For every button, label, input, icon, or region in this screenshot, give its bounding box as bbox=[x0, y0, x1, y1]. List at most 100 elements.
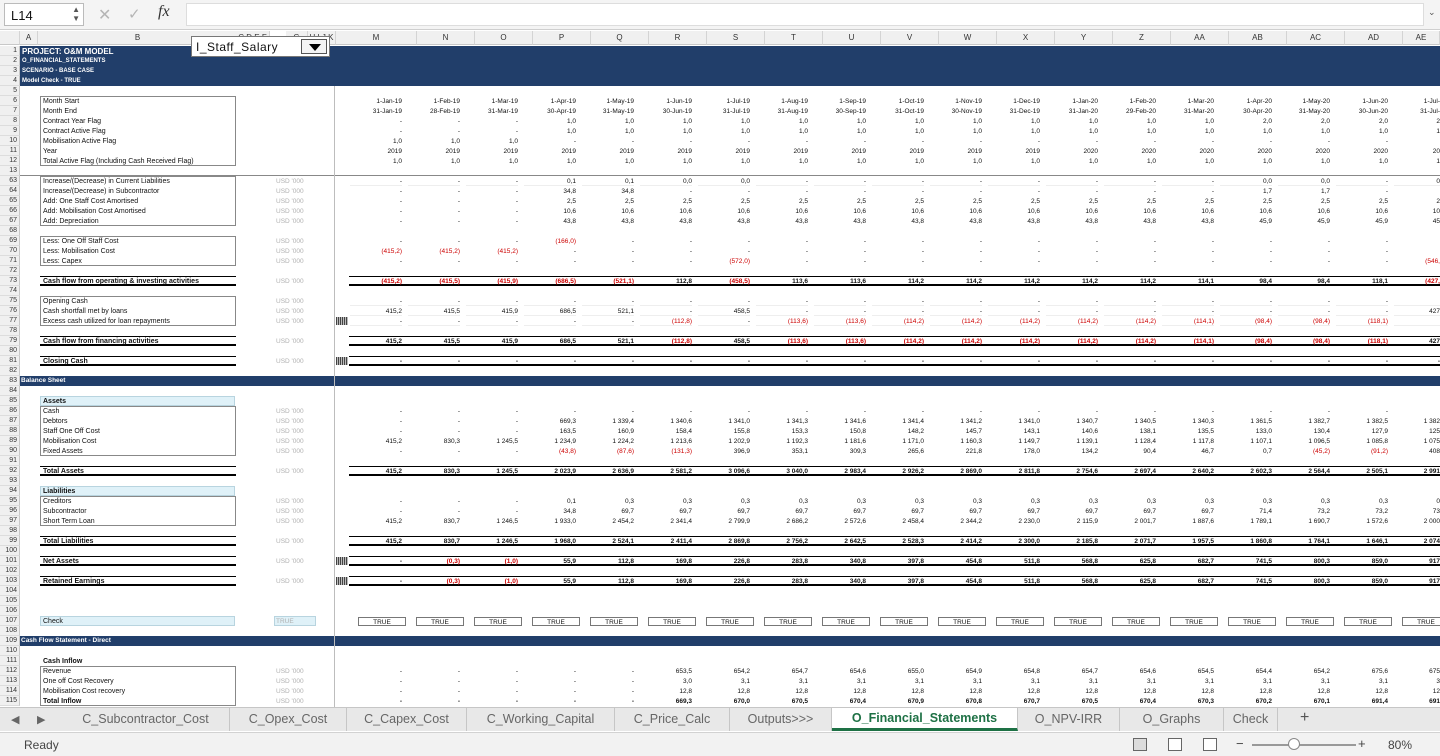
value-cell[interactable]: - bbox=[1211, 358, 1214, 365]
value-cell[interactable]: 2,5 bbox=[1320, 198, 1330, 205]
value-cell[interactable]: 12,8 bbox=[737, 688, 750, 695]
value-cell[interactable]: 221,8 bbox=[965, 448, 982, 455]
row-header[interactable]: 111 bbox=[0, 656, 20, 666]
value-cell[interactable]: - bbox=[1104, 177, 1156, 186]
value-cell[interactable]: 1 192,3 bbox=[786, 438, 808, 445]
value-cell[interactable]: 454,8 bbox=[965, 558, 982, 565]
value-cell[interactable]: 30-Jun-20 bbox=[1358, 108, 1388, 115]
value-cell[interactable]: 114,2 bbox=[1024, 278, 1040, 285]
value-cell[interactable]: 1,0 bbox=[508, 158, 518, 165]
value-cell[interactable]: 2 230,0 bbox=[1018, 518, 1040, 525]
value-cell[interactable]: 1-Jul-19 bbox=[726, 98, 750, 105]
sheet-tab[interactable]: C_Opex_Cost bbox=[230, 708, 347, 731]
value-cell[interactable]: - bbox=[756, 297, 808, 306]
value-cell[interactable]: TRUE bbox=[474, 617, 522, 626]
row-header[interactable]: 92 bbox=[0, 466, 20, 476]
value-cell[interactable]: - bbox=[515, 688, 518, 695]
value-cell[interactable]: 1,0 bbox=[682, 128, 692, 135]
value-cell[interactable]: - bbox=[515, 508, 518, 515]
value-cell[interactable]: 670,1 bbox=[1313, 698, 1330, 705]
value-cell[interactable]: 31-Jul-19 bbox=[722, 108, 750, 115]
value-cell[interactable]: 458,5 bbox=[698, 307, 750, 316]
value-cell[interactable]: 1,0 bbox=[1320, 128, 1330, 135]
row-header[interactable]: 3 bbox=[0, 66, 20, 76]
value-cell[interactable]: 1 339,4 bbox=[612, 418, 634, 425]
value-cell[interactable]: - bbox=[399, 128, 402, 135]
value-cell[interactable]: 138,1 bbox=[1139, 428, 1156, 435]
value-cell[interactable]: - bbox=[408, 317, 460, 326]
value-cell[interactable]: - bbox=[1269, 138, 1272, 145]
value-cell[interactable]: 55,9 bbox=[563, 558, 576, 565]
value-cell[interactable]: 2019 bbox=[793, 148, 808, 155]
value-cell[interactable]: 654,9 bbox=[965, 668, 982, 675]
row-header[interactable]: 6 bbox=[0, 96, 20, 106]
value-cell[interactable]: 31-May-20 bbox=[1298, 108, 1330, 115]
value-cell[interactable]: - bbox=[1211, 408, 1214, 415]
value-cell[interactable]: - bbox=[1037, 138, 1040, 145]
value-cell[interactable]: - bbox=[631, 408, 634, 415]
value-cell[interactable]: - bbox=[515, 668, 518, 675]
value-cell[interactable]: (114,2) bbox=[961, 338, 982, 345]
value-cell[interactable]: 1,0 bbox=[624, 158, 634, 165]
value-cell[interactable]: 1 382 bbox=[1423, 418, 1440, 425]
value-cell[interactable]: - bbox=[631, 248, 634, 255]
value-cell[interactable]: 670,5 bbox=[791, 698, 808, 705]
row-header[interactable]: 107 bbox=[0, 616, 20, 626]
value-cell[interactable]: - bbox=[756, 307, 808, 316]
row-header[interactable]: 67 bbox=[0, 216, 20, 226]
value-cell[interactable]: 2 756,2 bbox=[786, 538, 808, 545]
value-cell[interactable]: TRUE bbox=[648, 617, 696, 626]
value-cell[interactable]: 10,6 bbox=[1259, 208, 1272, 215]
value-cell[interactable]: 2019 bbox=[503, 148, 518, 155]
value-cell[interactable]: 1-Jan-20 bbox=[1072, 98, 1098, 105]
value-cell[interactable]: 670,7 bbox=[1023, 698, 1040, 705]
value-cell[interactable]: 1 171,0 bbox=[902, 438, 924, 445]
value-cell[interactable]: 2 bbox=[1436, 118, 1440, 125]
value-cell[interactable]: - bbox=[350, 317, 402, 326]
value-cell[interactable]: 133,0 bbox=[1255, 428, 1272, 435]
value-cell[interactable]: 178,0 bbox=[1023, 448, 1040, 455]
value-cell[interactable]: 415,2 bbox=[385, 518, 402, 525]
value-cell[interactable]: 800,3 bbox=[1313, 578, 1330, 585]
value-cell[interactable]: - bbox=[399, 208, 402, 215]
value-cell[interactable]: 134,2 bbox=[1081, 448, 1098, 455]
value-cell[interactable]: 1,0 bbox=[740, 158, 750, 165]
value-cell[interactable]: 12,8 bbox=[1317, 688, 1330, 695]
value-cell[interactable]: 2020 bbox=[1315, 148, 1330, 155]
value-cell[interactable]: - bbox=[1385, 188, 1388, 195]
row-header[interactable]: 75 bbox=[0, 296, 20, 306]
value-cell[interactable]: (686,5) bbox=[555, 278, 576, 285]
row-header[interactable]: 86 bbox=[0, 406, 20, 416]
value-cell[interactable]: - bbox=[573, 688, 576, 695]
value-cell[interactable]: (1,0) bbox=[504, 558, 518, 565]
value-cell[interactable]: 2 524,1 bbox=[612, 538, 634, 545]
value-cell[interactable]: 73,2 bbox=[1375, 508, 1388, 515]
value-cell[interactable]: 2 572,6 bbox=[844, 518, 866, 525]
column-header[interactable]: Q bbox=[591, 31, 649, 45]
value-cell[interactable]: 2,0 bbox=[1262, 118, 1272, 125]
value-cell[interactable]: - bbox=[399, 688, 402, 695]
value-cell[interactable]: 0,3 bbox=[1262, 498, 1272, 505]
sheet-tab[interactable]: C_Capex_Cost bbox=[347, 708, 467, 731]
value-cell[interactable]: 427 bbox=[1429, 338, 1440, 345]
value-cell[interactable]: - bbox=[399, 698, 402, 705]
value-cell[interactable]: 2,5 bbox=[856, 198, 866, 205]
value-cell[interactable]: 10,6 bbox=[563, 208, 576, 215]
value-cell[interactable]: - bbox=[1046, 177, 1098, 186]
value-cell[interactable]: - bbox=[631, 688, 634, 695]
value-cell[interactable]: - bbox=[805, 248, 808, 255]
formula-input[interactable] bbox=[186, 3, 1424, 26]
value-cell[interactable]: 10,6 bbox=[1143, 208, 1156, 215]
value-cell[interactable]: 917 bbox=[1429, 578, 1440, 585]
value-cell[interactable]: 3,1 bbox=[1320, 678, 1330, 685]
value-cell[interactable]: - bbox=[399, 668, 402, 675]
value-cell[interactable]: - bbox=[1278, 307, 1330, 316]
value-cell[interactable]: - bbox=[863, 188, 866, 195]
value-cell[interactable]: - bbox=[1211, 188, 1214, 195]
row-header[interactable]: 63 bbox=[0, 176, 20, 186]
value-cell[interactable]: 0,1 bbox=[566, 498, 576, 505]
value-cell[interactable]: - bbox=[872, 307, 924, 316]
value-cell[interactable]: - bbox=[1327, 358, 1330, 365]
value-cell[interactable]: - bbox=[872, 177, 924, 186]
value-cell[interactable]: - bbox=[1327, 408, 1330, 415]
